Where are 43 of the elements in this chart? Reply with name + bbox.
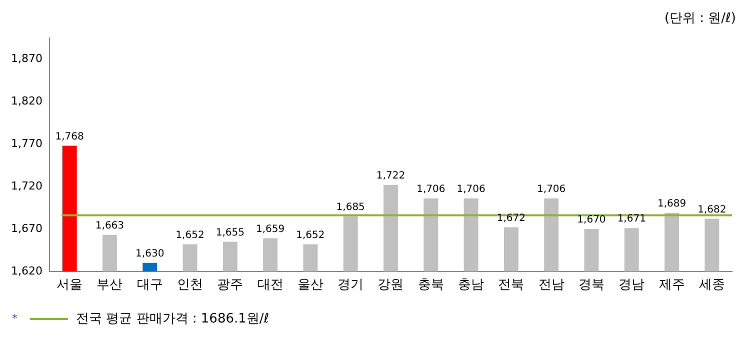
data-label: 1,689 <box>657 198 686 210</box>
data-label: 1,682 <box>698 204 726 216</box>
x-tick-label: 전북 <box>498 278 524 293</box>
data-label: 1,706 <box>416 184 446 196</box>
y-tick-label: 1,670 <box>10 222 42 235</box>
x-tick-label: 강원 <box>378 278 404 293</box>
y-tick-label: 1,870 <box>10 52 42 66</box>
data-label: 1,685 <box>336 202 365 213</box>
data-label: 1,630 <box>136 248 164 260</box>
x-tick-label: 대전 <box>257 278 284 293</box>
y-tick-label: 1,770 <box>10 136 42 150</box>
data-label: 1,671 <box>617 214 646 225</box>
x-tick-label: 충남 <box>458 278 484 293</box>
data-label: 1,652 <box>176 230 204 241</box>
x-tick-label: 서울 <box>56 278 83 293</box>
legend-label: 전국 평균 판매가격 : 1686.1원/ℓ <box>76 311 270 326</box>
x-tick-label: 경북 <box>578 278 604 293</box>
x-tick-label: 경남 <box>618 278 645 293</box>
x-tick-label: 울산 <box>297 278 324 293</box>
x-tick-label: 부산 <box>96 278 123 293</box>
data-label: 1,663 <box>95 220 124 232</box>
data-label: 1,655 <box>216 227 244 238</box>
data-label: 1,670 <box>577 214 606 226</box>
x-tick-label: 광주 <box>217 278 244 293</box>
text: * <box>12 312 18 325</box>
y-tick-label: 1,620 <box>10 264 42 278</box>
data-label: 1,706 <box>537 184 566 196</box>
x-tick-label: 충북 <box>418 278 444 293</box>
x-tick-label: 경기 <box>338 278 364 293</box>
data-label: 1,722 <box>376 170 406 182</box>
data-label: 1,652 <box>296 230 325 241</box>
data-label: 1,672 <box>496 212 526 224</box>
x-tick-label: 대구 <box>136 278 163 293</box>
data-label: 1,706 <box>456 184 486 196</box>
y-tick-label: 1,820 <box>10 94 42 108</box>
text: (단위 : 원/ℓ) <box>664 10 736 26</box>
data-label: 1,659 <box>256 224 285 235</box>
x-tick-label: 세종 <box>698 278 725 293</box>
x-tick-label: 전남 <box>538 278 564 293</box>
y-tick-label: 1,720 <box>10 179 42 192</box>
x-tick-label: 인천 <box>177 278 204 293</box>
data-label: 1,768 <box>55 131 84 142</box>
x-tick-label: 제주 <box>658 278 685 293</box>
